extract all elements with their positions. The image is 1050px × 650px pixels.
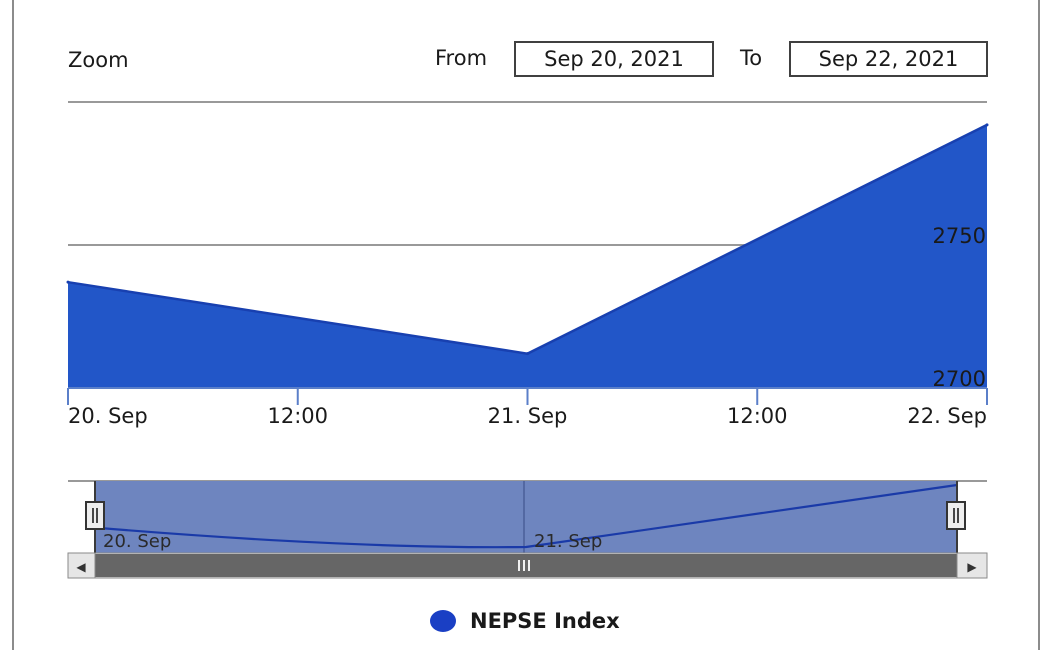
navigator-left-handle[interactable]: [85, 501, 105, 530]
scroll-left-arrow-icon: ◀: [76, 560, 86, 574]
series-area-nepse-index: [68, 124, 987, 388]
x-tick-label-0: 20. Sep: [68, 404, 148, 428]
y-tick-label-2700: 2700: [933, 367, 986, 391]
frame-right-border: [1038, 0, 1040, 650]
x-tick-label-1: 12:00: [267, 404, 328, 428]
data-point-1[interactable]: [526, 352, 529, 356]
navigator-selected-mask[interactable]: [95, 481, 957, 553]
navigator-right-handle[interactable]: [946, 501, 966, 530]
scroll-right-arrow-icon: ▶: [967, 560, 977, 574]
scrollbar-thumb-grip-icon: [518, 560, 530, 571]
x-tick-label-3: 12:00: [727, 404, 788, 428]
navigator-label-1: 21. Sep: [534, 531, 602, 552]
x-tick-label-4: 22. Sep: [907, 404, 987, 428]
to-label: To: [740, 46, 763, 70]
y-tick-label-2750: 2750: [933, 224, 986, 248]
legend-label: NEPSE Index: [470, 609, 620, 633]
navigator-label-0: 20. Sep: [103, 531, 171, 552]
scrollbar-right-button[interactable]: [956, 552, 988, 579]
chart-svg: 20. Sep 12:00 21. Sep 12:00 22. Sep 2750 270…: [66, 101, 989, 579]
data-point-2[interactable]: [985, 123, 989, 127]
to-date-input[interactable]: [789, 41, 988, 77]
scrollbar-thumb[interactable]: [95, 554, 957, 577]
scrollbar-left-button[interactable]: [67, 552, 96, 579]
data-point-0[interactable]: [66, 280, 70, 284]
legend-marker-icon: [430, 610, 456, 632]
from-date-input[interactable]: [514, 41, 714, 77]
zoom-label: Zoom: [68, 48, 129, 72]
frame-left-border: [12, 0, 14, 650]
from-label: From: [435, 46, 488, 70]
navigator-series-line: [94, 483, 958, 549]
legend[interactable]: NEPSE Index: [430, 606, 620, 636]
x-tick-label-2: 21. Sep: [488, 404, 568, 428]
